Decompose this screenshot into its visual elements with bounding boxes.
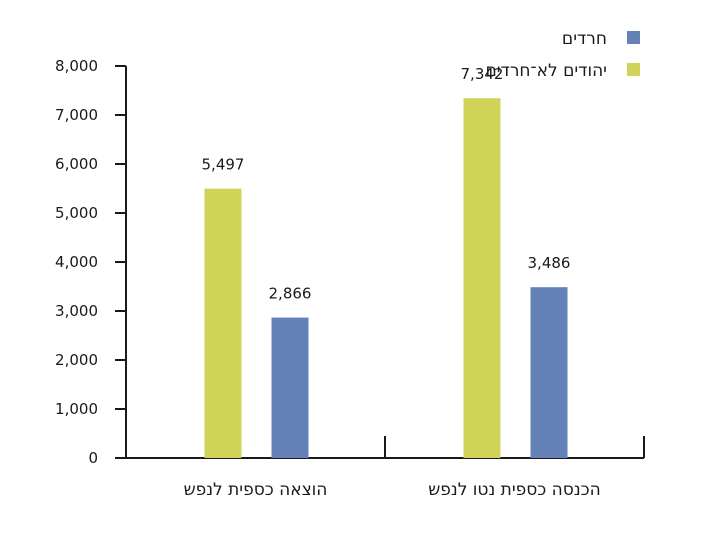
y-tick-label: 2,000 xyxy=(55,351,98,369)
y-tick-label: 4,000 xyxy=(55,253,98,271)
bar xyxy=(204,188,242,458)
bars xyxy=(204,98,568,458)
data-labels: 7,342 3,486 5,497 2,866 xyxy=(202,65,571,302)
y-tick-label: 7,000 xyxy=(55,106,98,124)
legend-swatch xyxy=(627,63,640,76)
legend: חרדים יהודים לא־חרדים xyxy=(485,29,640,81)
y-tick-label: 0 xyxy=(88,449,98,467)
y-tick-label: 6,000 xyxy=(55,155,98,173)
bar xyxy=(530,287,568,458)
x-category-label: הוצאה כספית לנפש xyxy=(184,480,328,500)
category-labels: הכנסה כספית נטו לנפש הוצאה כספית לנפש xyxy=(184,480,601,500)
data-label: 2,866 xyxy=(269,285,312,303)
legend-swatch xyxy=(627,31,640,44)
x-category-label: הכנסה כספית נטו לנפש xyxy=(428,480,600,500)
data-label: 5,497 xyxy=(202,156,245,174)
data-label: 7,342 xyxy=(461,65,504,83)
data-label: 3,486 xyxy=(528,254,571,272)
y-tick-label: 5,000 xyxy=(55,204,98,222)
bar xyxy=(271,317,309,458)
y-tick-label: 1,000 xyxy=(55,400,98,418)
y-axis: 0 1,000 2,000 3,000 4,000 5,000 6,000 7,000 8,00… xyxy=(55,57,127,467)
y-tick-label: 3,000 xyxy=(55,302,98,320)
y-tick-label: 8,000 xyxy=(55,57,98,75)
bar xyxy=(463,98,501,458)
legend-label: חרדים xyxy=(562,29,607,49)
legend-label: יהודים לא־חרדים xyxy=(485,61,607,81)
